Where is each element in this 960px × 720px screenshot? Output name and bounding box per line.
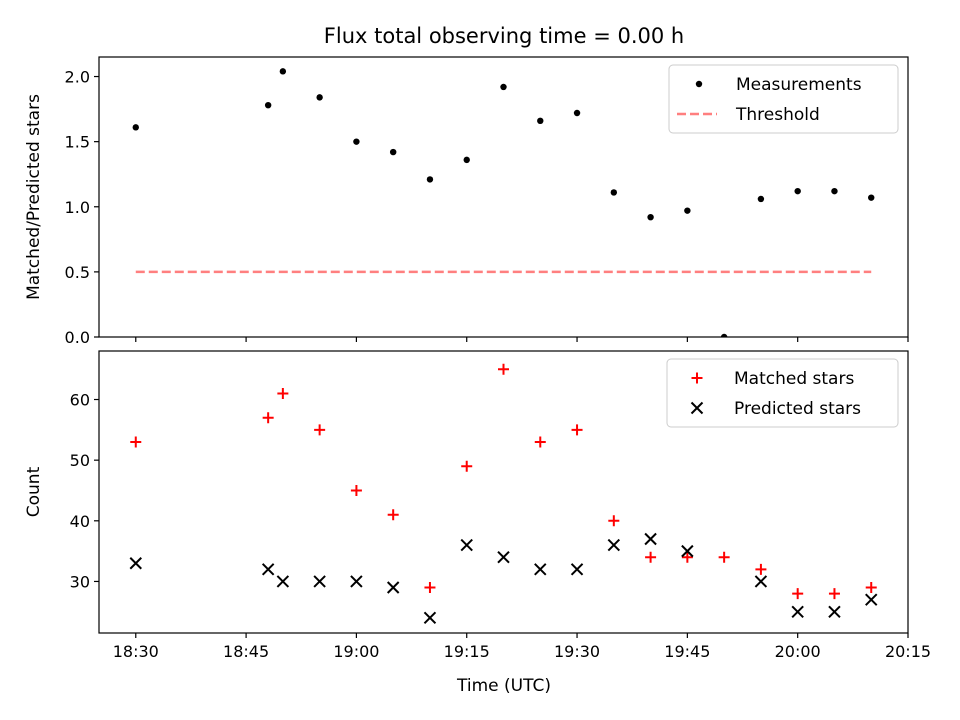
measurement-point [132,124,139,131]
legend-label: Predicted stars [734,399,861,419]
predicted-star-point [276,575,290,588]
legend-marker-matched [691,372,703,384]
legend: Matched stars Predicted stars [666,358,899,428]
matched-star-point [350,484,362,496]
legend-box [668,64,899,134]
predicted-star-point [497,550,510,564]
legend-label: Matched stars [734,369,854,389]
matched-star-point [277,387,289,399]
predicted-star-point [423,611,437,625]
predicted-star-point [644,532,657,546]
y-tick-label: 60 [70,391,90,410]
matched-star-point [755,563,767,575]
matched-star-point [130,436,142,448]
measurement-point [573,109,581,117]
x-tick-label: 20:15 [885,642,931,661]
predicted-star-point [386,581,400,594]
matched-star-point [314,424,326,436]
top-panel: 0.0 0.5 1.0 1.5 2.0 Matched/Predicted stars Me… [24,56,909,347]
predicted-star-point [534,563,547,576]
measurement-point [537,117,544,125]
matched-star-point [681,551,693,563]
measurement-point [279,68,287,75]
measurement-point [500,83,507,91]
matched-star-point [828,588,840,600]
axes-frame [98,350,909,634]
y-tick-label: 2.0 [65,68,90,87]
predicted-star-point [828,605,841,618]
measurement-point [794,187,801,195]
predicted-star-point [460,538,473,552]
y-axis-label: Matched/Predicted stars [24,94,44,300]
legend-label: Threshold [735,105,820,125]
x-tick-label: 20:00 [775,642,821,661]
measurement-point [647,213,654,221]
x-tick-label: 19:45 [664,642,710,661]
data-marks [132,68,875,337]
measurement-point [684,207,691,214]
measurement-point [316,94,323,101]
measurement-point [389,148,397,156]
x-tick-label: 18:30 [113,642,159,661]
y-tick-label: 50 [70,451,90,470]
measurement-point [264,101,272,109]
y-tick-label: 0.5 [65,263,90,282]
x-tick-label: 19:30 [554,642,600,661]
y-tick-label: 1.5 [65,133,90,152]
matched-star-point [424,582,436,594]
legend-marker-predicted [690,401,704,415]
measurement-point [831,187,838,195]
measurement-point [757,195,765,203]
measurement-point [610,189,618,196]
measurement-point [353,138,360,145]
measurement-point [868,194,875,201]
legend: Measurements Threshold [668,64,899,134]
measurement-point [426,176,434,183]
matched-star-point [718,551,730,563]
matched-star-point [792,588,804,600]
predicted-star-point [350,575,363,588]
y-tick-label: 1.0 [65,198,90,217]
x-axis-label: Time (UTC) [456,676,551,696]
predicted-star-point [570,563,584,576]
legend-box [666,358,899,428]
predicted-star-point [754,575,768,588]
matched-star-point [498,363,509,375]
y-axis-label: Count [24,466,44,517]
data-marks [129,363,878,625]
predicted-star-point [791,605,804,618]
matched-star-point [387,509,399,521]
measurement-point [720,333,728,337]
bottom-panel: 30 40 50 60 18:30 18:45 19:00 19:15 19:30 19:45 20… [24,350,931,661]
chart-title: Flux total observing time = 0.00 h [324,24,684,48]
x-tick-label: 19:15 [444,642,490,661]
y-tick-label: 40 [70,512,90,531]
predicted-star-point [681,544,694,558]
matched-star-point [608,515,620,527]
axes-frame [98,56,909,338]
predicted-star-point [261,563,275,576]
measurement-point [463,156,470,164]
matched-star-point [461,460,473,472]
x-tick-label: 18:45 [223,642,269,661]
matched-star-point [645,551,657,563]
matched-star-point [534,436,546,448]
y-tick-label: 30 [70,572,90,591]
legend-label: Measurements [736,75,862,95]
predicted-star-point [313,575,326,588]
predicted-star-point [865,593,878,606]
matched-star-point [865,582,877,594]
predicted-star-point [129,557,142,570]
matched-star-point [262,412,274,424]
y-tick-label: 0.0 [65,328,90,347]
x-tick-label: 19:00 [333,642,379,661]
legend-marker-measurements [695,80,703,88]
predicted-star-point [607,538,621,552]
matched-star-point [571,424,583,436]
